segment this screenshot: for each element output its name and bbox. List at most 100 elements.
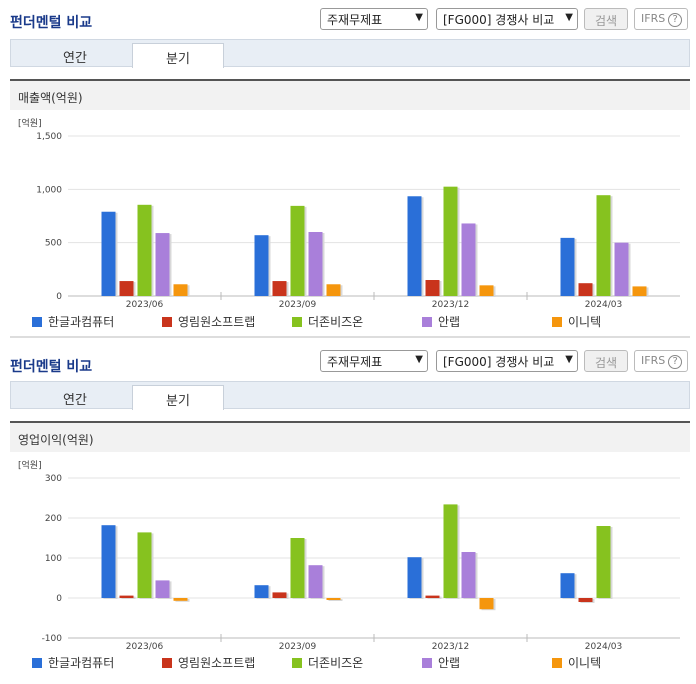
tab-annual[interactable]: 연간 [63,51,87,66]
period-tabs: 연간 분기 [10,381,690,410]
legend-label: 안랩 [438,315,461,329]
x-tick-label: 2023/12 [432,300,469,310]
bar [461,552,476,598]
chevron-down-icon: ▼ [565,12,573,23]
legend-item[interactable]: 이니텍 [552,654,601,671]
panel-title: 펀더멘털 비교 [10,359,93,375]
legend-label: 한글과컴퓨터 [48,315,115,329]
legend-label: 한글과컴퓨터 [48,656,115,670]
legend-item[interactable]: 안랩 [422,313,460,330]
legend-item[interactable]: 한글과컴퓨터 [32,654,114,671]
ifrs-label: IFRS [641,12,666,25]
bar [614,242,629,296]
y-unit-label: [억원] [18,459,42,471]
statement-select-value: 주재무제표 [327,13,383,27]
peer-group-select[interactable]: [FG000] 경쟁사 비교 ▼ [436,350,578,372]
bar [308,232,323,296]
x-tick-label: 2024/03 [585,642,622,652]
bar [407,557,422,598]
legend-item[interactable]: 더존비즈온 [292,313,363,330]
legend-swatch [292,658,302,668]
x-tick-label: 2023/06 [126,642,164,652]
ifrs-help-button[interactable]: IFRS? [634,350,688,372]
tab-annual[interactable]: 연간 [63,393,87,408]
legend-item[interactable]: 영림원소프트랩 [162,313,255,330]
legend-swatch [162,317,172,327]
bar [479,598,494,610]
legend-swatch [32,317,42,327]
legend-item[interactable]: 이니텍 [552,313,601,330]
bar [326,284,341,296]
bar [101,525,116,598]
legend-swatch [552,317,562,327]
legend-label: 더존비즈온 [308,315,364,329]
fundamentals-panel-operating-income: 펀더멘털 비교 주재무제표 ▼ [FG000] 경쟁사 비교 ▼ 검색 IFRS… [0,342,696,684]
revenue-bar-chart: [억원] 1,500 1,000 500 0 2023/06 2023/09 2023/12 2… [18,117,680,310]
question-icon: ? [668,13,683,27]
fundamentals-panel-revenue: 펀더멘털 비교 주재무제표 ▼ [FG000] 경쟁사 비교 ▼ 검색 IFRS… [0,0,696,340]
legend-item[interactable]: 한글과컴퓨터 [32,313,114,330]
legend-label: 안랩 [438,656,461,670]
legend-item[interactable]: 더존비즈온 [292,654,363,671]
section-header: 영업이익(억원) [10,421,690,452]
statement-select[interactable]: 주재무제표 ▼ [320,8,428,30]
bar [560,237,575,296]
x-tick-label: 2023/09 [279,642,317,652]
bar [272,281,287,296]
x-tick-label: 2023/06 [126,300,164,310]
bar [632,286,647,296]
search-button[interactable]: 검색 [584,8,628,30]
legend-label: 영림원소프트랩 [178,315,256,329]
chevron-down-icon: ▼ [565,354,573,365]
question-icon: ? [668,355,683,369]
tab-quarterly[interactable]: 분기 [132,43,224,68]
y-tick-label: 300 [45,474,62,484]
statement-select-value: 주재무제표 [327,355,383,369]
legend-swatch [292,317,302,327]
bar [155,580,170,598]
chevron-down-icon: ▼ [415,354,423,365]
y-tick-label: -100 [42,634,63,644]
legend-swatch [422,317,432,327]
y-tick-label: 0 [56,292,62,302]
legend-swatch [162,658,172,668]
bar [596,526,611,598]
bar [290,538,305,598]
period-tabs: 연간 분기 [10,39,690,68]
legend-swatch [32,658,42,668]
bar [308,565,323,598]
bar [479,285,494,296]
bar [254,235,269,296]
legend-swatch [422,658,432,668]
bar [290,205,305,296]
ifrs-help-button[interactable]: IFRS? [634,8,688,30]
legend-item[interactable]: 영림원소프트랩 [162,654,255,671]
panel-divider [10,336,690,338]
y-unit-label: [억원] [18,117,42,129]
peer-group-select-value: [FG000] 경쟁사 비교 [443,13,555,27]
bar [137,204,152,296]
bar [443,186,458,296]
bar [101,211,116,296]
bar [425,595,440,598]
bar [578,283,593,296]
statement-select[interactable]: 주재무제표 ▼ [320,350,428,372]
peer-group-select[interactable]: [FG000] 경쟁사 비교 ▼ [436,8,578,30]
section-header: 매출액(억원) [10,79,690,110]
peer-group-select-value: [FG000] 경쟁사 비교 [443,355,555,369]
bar [407,196,422,296]
bar [155,233,170,296]
y-tick-label: 500 [45,239,62,249]
x-tick-label: 2023/12 [432,642,469,652]
ifrs-label: IFRS [641,354,666,367]
y-tick-label: 1,000 [36,185,62,195]
search-button[interactable]: 검색 [584,350,628,372]
operating-income-bar-chart: [억원]300 200 100 0 -100 2023/06 2023/09 2023/12 2… [18,459,680,652]
legend-label: 영림원소프트랩 [178,656,256,670]
bar [254,585,269,598]
bar [119,281,134,296]
bar [137,532,152,598]
legend-item[interactable]: 안랩 [422,654,460,671]
bar [425,280,440,296]
tab-quarterly[interactable]: 분기 [132,385,224,410]
